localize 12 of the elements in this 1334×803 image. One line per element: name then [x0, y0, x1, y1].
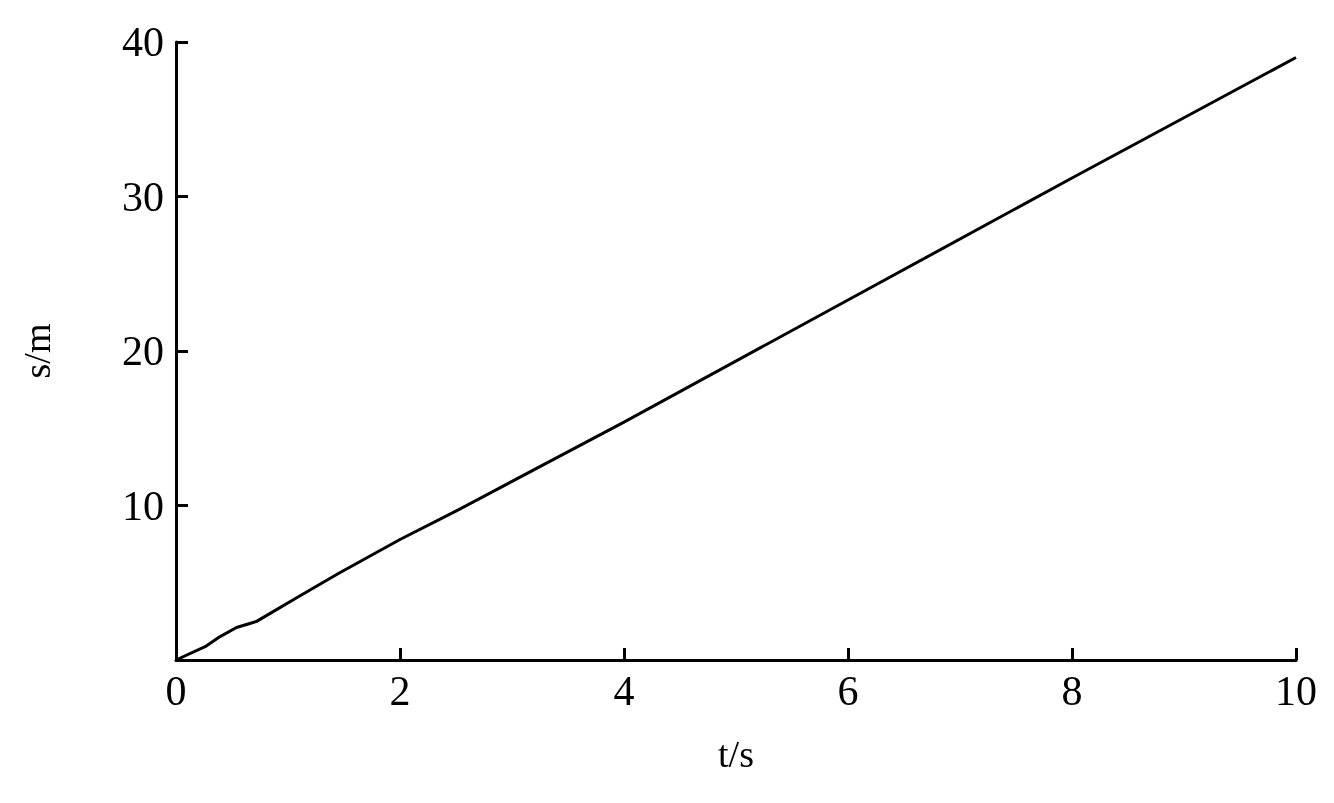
x-tick-label: 0	[165, 668, 187, 714]
y-axis-title: s/m	[16, 323, 58, 379]
y-tick-label: 20	[122, 328, 164, 374]
x-tick-label: 2	[389, 668, 411, 714]
x-tick-label: 4	[613, 668, 635, 714]
x-tick-label: 6	[837, 668, 859, 714]
x-axis-title: t/s	[718, 733, 754, 775]
x-tick-label: 10	[1275, 668, 1317, 714]
y-tick-label: 40	[122, 19, 164, 65]
x-tick-label: 8	[1061, 668, 1083, 714]
y-tick-label: 10	[122, 482, 164, 529]
y-tick-label: 30	[122, 173, 164, 220]
